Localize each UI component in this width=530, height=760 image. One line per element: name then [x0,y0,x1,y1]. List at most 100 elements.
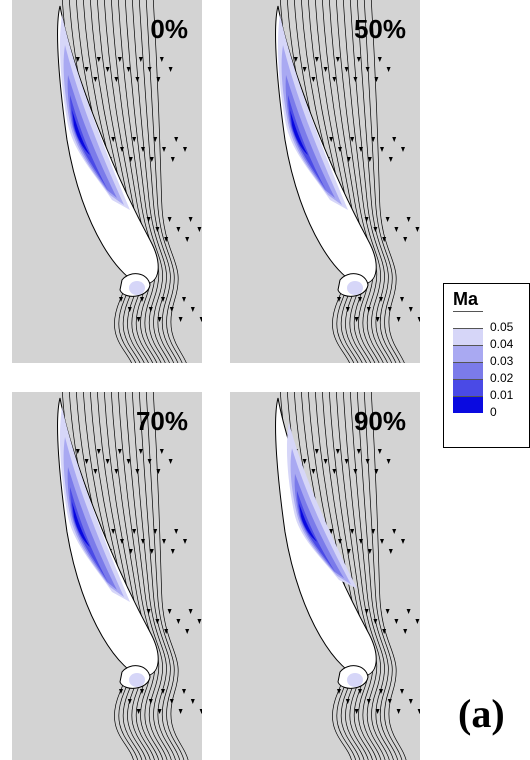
streamline-arrow [356,449,361,454]
streamline-arrow [132,137,137,142]
streamline [131,0,175,363]
streamline [124,392,172,760]
panel-label: 70% [135,406,188,436]
streamline-arrow [358,297,362,302]
streamline-arrow [406,609,411,614]
streamline-arrow [417,709,420,714]
streamline-arrow [119,297,123,302]
streamline [356,0,397,363]
streamline-arrow [408,699,413,704]
streamline [363,0,401,363]
streamline-arrow [183,147,187,152]
streamline-arrow [169,699,174,704]
streamline-arrow [136,709,141,714]
streamline-arrow [174,137,179,142]
streamline-arrow [111,137,116,142]
flap-recirculation [129,281,145,295]
legend-swatch [453,328,483,345]
streamline-arrow [386,459,391,464]
streamline-arrow [323,67,328,72]
streamline-arrow [380,539,384,544]
legend-swatch [453,362,483,379]
streamline-arrow [375,317,380,322]
legend-label: 0 [490,405,497,419]
flap-recirculation [129,673,145,687]
streamline-arrow [138,57,143,62]
streamline-arrow [353,77,358,82]
streamline-arrow [197,227,202,232]
legend-label: 0.03 [490,354,514,368]
streamline-arrow [365,67,370,72]
streamline-arrow [337,689,341,694]
streamline-arrow [105,459,110,464]
streamline-arrow [138,449,143,454]
flow-panel-50: 50% [230,0,420,363]
streamline [356,392,398,760]
streamline-arrow [367,549,372,554]
streamline-arrow [157,709,162,714]
streamline-arrow [314,57,319,62]
streamline-arrow [199,709,202,714]
streamline [370,0,405,363]
streamline-arrow [168,459,173,464]
streamline-arrow [406,217,411,222]
streamline-arrow [178,317,183,322]
streamline-arrow [185,237,190,242]
streamline [349,0,393,363]
streamline [145,0,183,363]
streamline-arrow [408,307,413,312]
streamline-arrow [117,57,122,62]
legend-swatch [453,311,483,328]
streamline-arrow [400,297,404,302]
streamline-arrow [377,449,382,454]
streamline-arrow [329,137,334,142]
streamline-arrow [174,529,179,534]
streamline-arrow [367,157,372,162]
streamline-arrow [358,689,362,694]
streamline-arrow [293,57,298,62]
legend-label: 0.01 [490,388,514,402]
streamline-arrow [396,317,401,322]
streamline-arrow [188,217,193,222]
streamline-arrow [190,307,195,312]
streamline-arrow [415,227,420,232]
streamline-arrow [387,699,392,704]
streamline-arrow [183,539,187,544]
streamline-arrow [84,67,89,72]
streamline-arrow [311,469,316,474]
streamline-arrow [135,77,140,82]
streamline [370,392,407,760]
streamline-arrow [350,137,355,142]
streamline-arrow [377,57,382,62]
streamline-arrow [396,709,401,714]
mach-legend: Ma 0.05 0.04 0.03 0.02 0.01 0 [443,283,530,448]
streamline-arrow [344,459,349,464]
streamline-arrow [105,67,110,72]
legend-label: 0.04 [490,337,514,351]
streamline-arrow [170,549,175,554]
streamline-arrow [387,307,392,312]
streamline-arrow [302,459,307,464]
flow-panel-0: 0% [12,0,202,363]
streamline-arrow [149,157,154,162]
flap-recirculation [347,281,363,295]
streamline-arrow [332,469,337,474]
streamline-arrow [114,77,119,82]
streamline-arrow [161,297,165,302]
streamline-arrow [386,67,391,72]
streamline [342,392,390,760]
streamline-arrow [417,317,420,322]
streamline [145,392,185,760]
streamline-arrow [182,689,186,694]
streamline-arrow [337,297,341,302]
streamline [363,392,403,760]
streamline-arrow [403,237,408,242]
streamline-arrow [135,469,140,474]
streamline-arrow [170,157,175,162]
streamline-arrow [197,619,202,624]
streamline-arrow [392,529,397,534]
streamline-arrow [354,709,359,714]
streamline-arrow [350,529,355,534]
streamline-arrow [127,699,132,704]
streamline-arrow [132,529,137,534]
